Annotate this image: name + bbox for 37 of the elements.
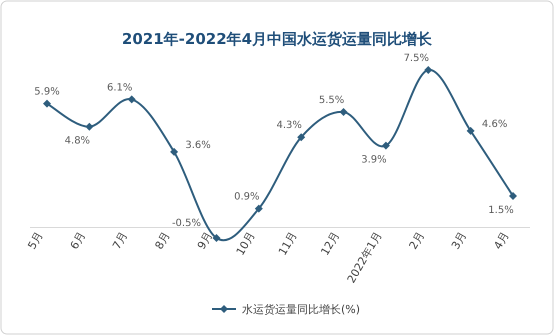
x-tick-label: 3月 [448, 230, 470, 252]
x-tick-label: 7月 [110, 230, 130, 252]
point [424, 66, 432, 74]
data-label: -0.5% [172, 218, 201, 229]
point [212, 234, 220, 242]
point [297, 133, 306, 142]
data-label: 3.6% [185, 140, 211, 151]
x-tick-label: 9月 [194, 230, 216, 252]
point [509, 192, 517, 200]
point [43, 100, 51, 108]
point [382, 142, 390, 150]
point [85, 122, 94, 131]
data-label: 5.5% [318, 95, 344, 106]
data-label: 0.9% [234, 192, 260, 203]
chart-title: 2021年-2022年4月中国水运货运量同比增长 [122, 30, 434, 48]
data-label: 3.9% [361, 154, 387, 166]
data-label: 5.9% [34, 86, 60, 98]
point [128, 95, 136, 104]
data-label: 4.8% [64, 136, 90, 147]
data-label: 7.5% [404, 53, 429, 64]
point [254, 204, 263, 213]
data-label: 6.1% [107, 82, 132, 94]
x-tick-label: 6月 [68, 230, 88, 252]
legend-label: 水运货运量同比增长(%) [242, 303, 360, 316]
point [170, 148, 178, 156]
data-label: 4.6% [482, 118, 508, 130]
x-tick-label: 5月 [25, 230, 46, 252]
x-tick-label: 4月 [491, 230, 512, 252]
point [466, 126, 475, 135]
data-label: 4.3% [276, 120, 302, 132]
x-tick-label: 2月 [406, 230, 427, 252]
data-label: 1.5% [488, 205, 514, 216]
point [340, 108, 348, 116]
x-tick-label: 12月 [318, 230, 342, 258]
x-tick-label: 8月 [152, 230, 173, 252]
x-tick-label: 11月 [276, 230, 300, 258]
x-tick-label: 10月 [234, 230, 258, 258]
